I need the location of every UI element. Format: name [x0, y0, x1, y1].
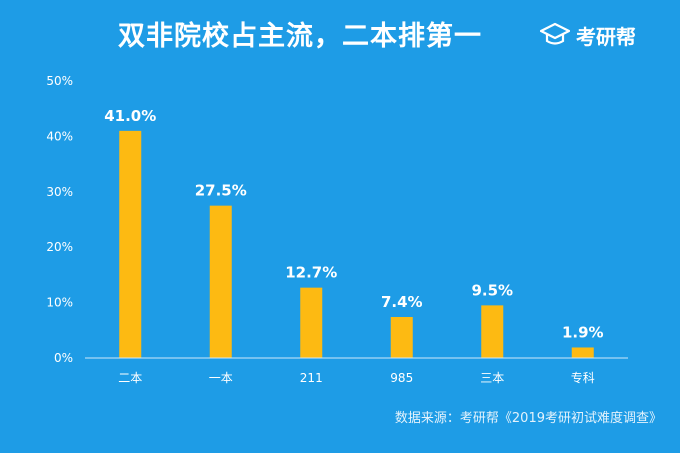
bar	[481, 305, 504, 358]
x-tick-label: 二本	[118, 371, 142, 385]
bar-value-label: 7.4%	[381, 293, 423, 311]
data-source-note: 数据来源：考研帮《2019考研初试难度调查》	[394, 411, 662, 426]
y-tick-label: 20%	[46, 240, 73, 254]
x-tick-label: 三本	[480, 371, 504, 385]
bar	[209, 205, 232, 358]
bar	[390, 317, 413, 358]
bar-value-label: 9.5%	[471, 281, 513, 299]
graduation-cap-icon	[540, 22, 570, 45]
bar-value-label: 1.9%	[562, 323, 604, 341]
x-tick-label: 专科	[571, 370, 595, 385]
bar	[571, 347, 594, 358]
bar-value-label: 12.7%	[285, 264, 337, 282]
brand-name: 考研帮	[576, 24, 636, 49]
x-tick-label: 985	[390, 371, 413, 385]
bar-value-label: 41.0%	[104, 107, 156, 125]
y-tick-label: 0%	[54, 351, 73, 365]
y-tick-label: 50%	[46, 74, 73, 88]
y-tick-label: 10%	[46, 296, 73, 310]
bar	[119, 130, 142, 358]
y-tick-label: 30%	[46, 185, 73, 199]
x-tick-label: 211	[300, 371, 323, 385]
bar	[300, 287, 323, 358]
y-tick-label: 40%	[46, 129, 73, 143]
bar-value-label: 27.5%	[195, 182, 247, 200]
x-tick-label: 一本	[209, 371, 233, 385]
brand-logo: 考研帮	[540, 20, 636, 50]
chart-title: 双非院校占主流，二本排第一	[118, 21, 482, 52]
